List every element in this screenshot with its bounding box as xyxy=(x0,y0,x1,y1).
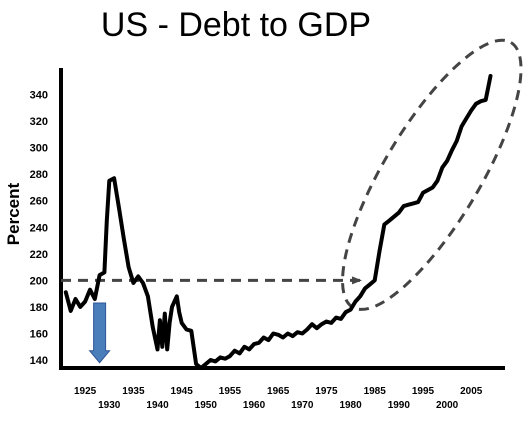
x-tick-label: 1945 xyxy=(171,386,194,397)
y-tick-label: 260 xyxy=(30,196,48,208)
x-tick-label: 1950 xyxy=(195,400,218,411)
y-tick-label: 180 xyxy=(30,302,48,314)
x-tick-labels: 1925 1935 1945 1955 1965 1975 1985 1995 2005 1930… xyxy=(74,386,483,411)
x-tick-label: 1960 xyxy=(243,400,266,411)
axes xyxy=(59,68,505,370)
y-tick-label: 200 xyxy=(30,275,48,287)
chart-title: US - Debt to GDP xyxy=(101,6,371,44)
down-arrow-icon xyxy=(88,302,111,364)
y-tick-label: 320 xyxy=(30,116,48,128)
y-tick-label: 140 xyxy=(30,355,48,367)
x-tick-label: 1925 xyxy=(74,386,97,397)
y-tick-label: 240 xyxy=(30,222,48,234)
x-tick-label: 1980 xyxy=(339,400,362,411)
series-group xyxy=(63,74,493,370)
y-tick-label: 220 xyxy=(30,249,48,261)
annotations xyxy=(61,38,523,364)
y-tick-label: 300 xyxy=(30,143,48,155)
x-tick-label: 2005 xyxy=(460,386,483,397)
x-tick-label: 1935 xyxy=(122,386,145,397)
x-tick-label: 2000 xyxy=(436,400,459,411)
x-tick-label: 1985 xyxy=(364,386,387,397)
y-tick-label: 340 xyxy=(30,90,48,102)
x-tick-label: 1990 xyxy=(388,400,411,411)
x-tick-label: 1930 xyxy=(98,400,121,411)
y-tick-label: 160 xyxy=(30,328,48,340)
y-axis-label: Percent xyxy=(4,182,23,245)
y-tick-labels: 140 160 180 200 220 240 260 280 300 320 340 xyxy=(30,90,48,367)
y-tick-label: 280 xyxy=(30,169,48,181)
x-tick-label: 1955 xyxy=(219,386,242,397)
debt-to-gdp-line xyxy=(63,74,493,370)
highlight-dashed-ellipse xyxy=(341,38,523,311)
x-tick-label: 1975 xyxy=(315,386,338,397)
x-tick-label: 1970 xyxy=(291,400,314,411)
x-tick-label: 1965 xyxy=(267,386,290,397)
x-tick-label: 1995 xyxy=(412,386,435,397)
x-tick-label: 1940 xyxy=(146,400,169,411)
